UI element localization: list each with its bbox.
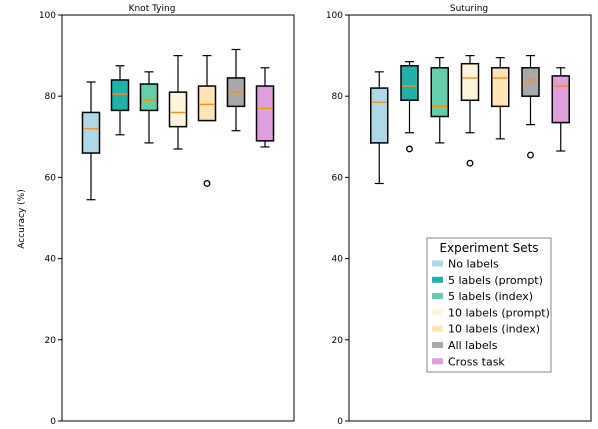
knot-tying-box-10-labels-index-outlier [203, 180, 211, 187]
suturing-box-5-labels-prompt-outlier [406, 145, 413, 153]
suturing-tick-label: 60 [332, 173, 344, 183]
legend-label-all-labels: All labels [448, 339, 498, 352]
knot-tying-box-cross-task-iqr [255, 85, 275, 142]
suturing-box-5-labels-prompt-iqr [400, 65, 419, 102]
suturing-box-no-labels [370, 71, 389, 185]
knot-tying-tick-label: 80 [45, 92, 57, 102]
suturing-box-10-labels-index-iqr [491, 67, 510, 108]
legend-swatch-10-labels-prompt [432, 309, 443, 316]
knot-tying-box-cross-task [255, 67, 275, 148]
suturing-tick-label: 20 [332, 336, 344, 346]
knot-tying-tick-label: 40 [45, 255, 57, 265]
legend-swatch-10-labels-index [432, 325, 443, 332]
knot-tying-title: Knot Tying [129, 4, 176, 14]
suturing-title: Suturing [450, 4, 488, 14]
suturing-axes-frame [348, 14, 592, 422]
knot-tying-box-5-labels-index-iqr [139, 83, 159, 112]
legend-swatch-cross-task [432, 358, 443, 365]
suturing-box-cross-task [551, 67, 570, 152]
legend-label-cross-task: Cross task [448, 355, 505, 368]
legend-label-5-labels-prompt: 5 labels (prompt) [448, 274, 543, 287]
legend-label-5-labels-index: 5 labels (index) [448, 290, 533, 303]
suturing-box-all-labels-iqr [521, 67, 540, 97]
knot-tying-y-ticks: 0 20 40 60 80 100 [39, 11, 62, 427]
suturing-box-10-labels-prompt-outlier [466, 159, 474, 167]
legend-swatch-no-labels [432, 260, 443, 267]
suturing-box-5-labels-prompt [400, 61, 419, 153]
legend-frame [426, 237, 552, 373]
suturing-box-10-labels-prompt-iqr [460, 62, 480, 102]
knot-tying-box-no-labels [81, 81, 101, 201]
knot-tying-tick-label: 60 [45, 173, 57, 183]
suturing-box-all-labels [521, 54, 540, 159]
knot-tying-box-all-labels [226, 48, 246, 132]
knot-tying-box-5-labels-index [139, 71, 159, 144]
suturing-box-all-labels-outlier [527, 151, 534, 159]
knot-tying-tick-label: 0 [50, 417, 56, 427]
suturing-tick-label: 80 [332, 92, 344, 102]
knot-tying-boxes [81, 48, 275, 201]
knot-tying-axes-frame [61, 14, 295, 422]
suturing-box-cross-task-iqr [551, 75, 570, 124]
suturing-box-10-labels-index [491, 57, 510, 140]
knot-tying-panel: Knot Tying Accuracy (%) 0 20 40 60 80 100 [17, 4, 295, 427]
legend-swatch-5-labels-index [432, 293, 443, 300]
knot-tying-tick-label: 20 [45, 336, 57, 346]
suturing-box-10-labels-prompt [460, 54, 480, 167]
y-axis-label: Accuracy (%) [17, 189, 27, 249]
suturing-y-ticks: 0 20 40 60 80 100 [326, 11, 349, 427]
legend-label-10-labels-prompt: 10 labels (prompt) [448, 306, 550, 319]
legend-label-10-labels-index: 10 labels (index) [448, 323, 540, 336]
knot-tying-tick-label: 100 [39, 11, 56, 21]
legend: Experiment Sets No labels 5 labels (promp… [426, 237, 552, 373]
suturing-tick-label: 0 [337, 417, 343, 427]
suturing-panel: Suturing 0 20 40 60 80 100 [326, 4, 592, 427]
knot-tying-box-10-labels-index-iqr [197, 85, 217, 122]
knot-tying-box-5-labels-prompt-iqr [110, 79, 130, 112]
suturing-box-no-labels-iqr [370, 87, 389, 144]
legend-swatch-all-labels [432, 342, 443, 348]
knot-tying-box-10-labels-prompt [168, 54, 188, 150]
knot-tying-box-10-labels-index [197, 54, 217, 187]
legend-swatch-5-labels-prompt [432, 276, 443, 283]
knot-tying-box-5-labels-prompt [110, 65, 130, 136]
legend-title: Experiment Sets [439, 241, 538, 255]
suturing-box-5-labels-index [430, 57, 449, 144]
knot-tying-box-10-labels-prompt-iqr [168, 91, 188, 128]
knot-tying-box-no-labels-iqr [81, 111, 101, 154]
suturing-box-5-labels-index-iqr [430, 67, 449, 118]
legend-items: No labels 5 labels (prompt) 5 labels (inde… [432, 258, 550, 368]
legend-label-no-labels: No labels [448, 258, 499, 271]
suturing-tick-label: 40 [332, 255, 344, 265]
suturing-tick-label: 100 [326, 11, 343, 21]
suturing-boxes [370, 54, 570, 185]
